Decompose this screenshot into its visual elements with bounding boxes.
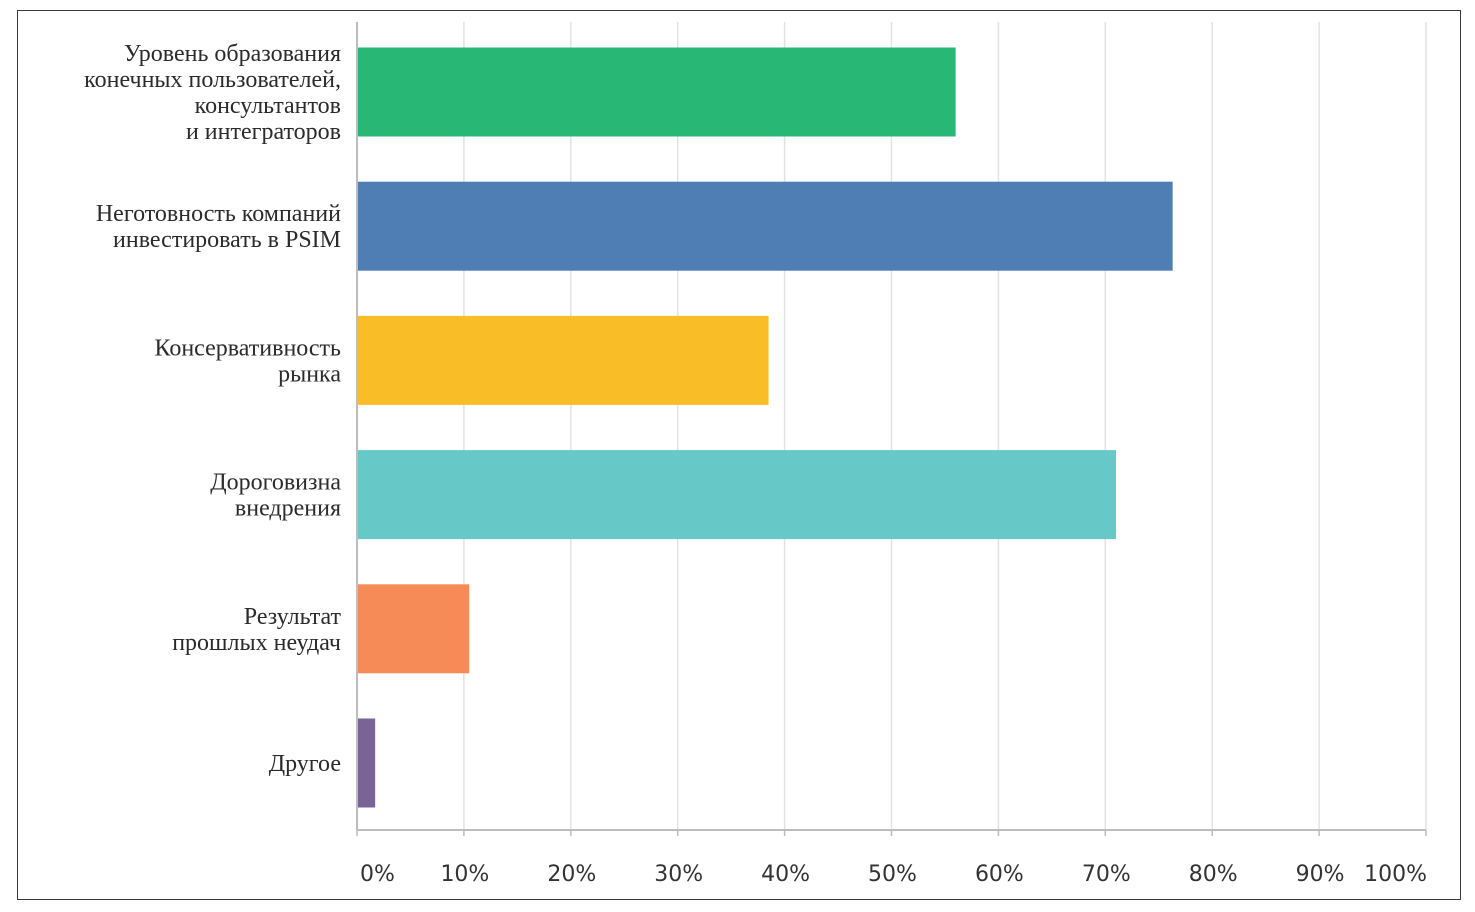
- bar: [358, 718, 376, 808]
- x-tick-label: 10%: [440, 862, 489, 887]
- bar: [358, 315, 769, 405]
- bar: [358, 47, 956, 137]
- bar: [358, 450, 1116, 540]
- category-label: Дороговизна внедрения: [210, 470, 341, 522]
- x-tick-label: 70%: [1082, 862, 1131, 887]
- x-tick-label: 0%: [360, 862, 395, 887]
- x-tick-label: 20%: [547, 862, 596, 887]
- category-label: Консервативность рынка: [155, 335, 342, 387]
- x-tick-label: 90%: [1296, 862, 1345, 887]
- bar: [358, 181, 1173, 271]
- bar: [358, 584, 470, 674]
- x-tick-label: 100%: [1364, 862, 1427, 887]
- x-tick-label: 40%: [761, 862, 810, 887]
- category-label: Результат прошлых неудач: [172, 604, 341, 656]
- category-label: Уровень образования конечных пользователе…: [84, 41, 341, 145]
- x-tick-label: 60%: [975, 862, 1024, 887]
- x-tick-label: 30%: [654, 862, 703, 887]
- category-label: Неготовность компаний инвестировать в PSI…: [96, 201, 341, 253]
- x-tick-label: 80%: [1189, 862, 1238, 887]
- category-label: Другое: [269, 751, 341, 777]
- x-tick-label: 50%: [868, 862, 917, 887]
